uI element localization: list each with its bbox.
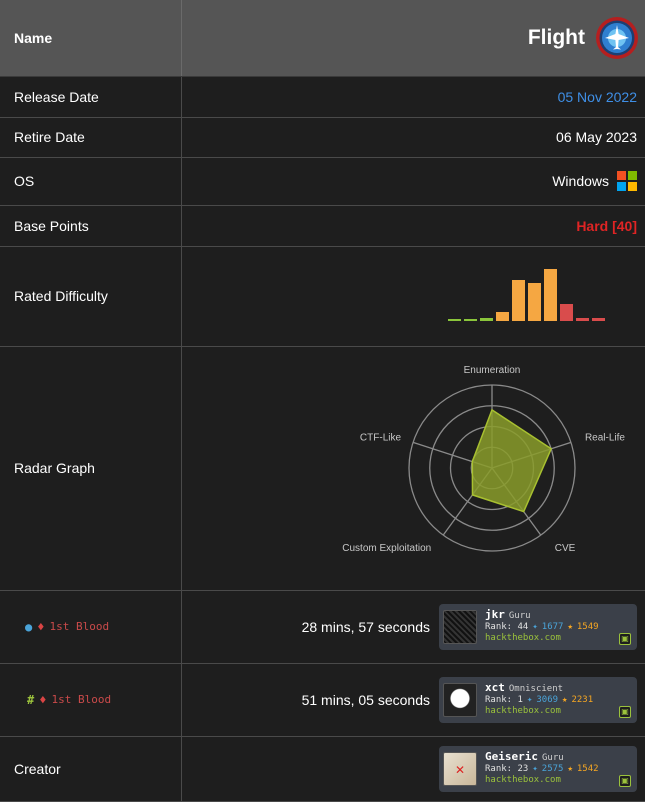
creator-row: Creator ✕ Geiseric Guru Rank: 23 ✦ 2575 ★ 154…: [0, 736, 645, 802]
root-hash-icon: #: [27, 692, 35, 707]
profile-respect: 2231: [571, 695, 594, 705]
user-icon: ●: [25, 619, 33, 634]
radar-graph-row: Radar Graph Enumeration Real-Life CVE Custo…: [0, 346, 645, 591]
base-points-value: Hard [40]: [576, 217, 637, 234]
root-blood-time: 51 mins, 05 seconds: [301, 691, 430, 708]
profile-host: hackthebox.com: [485, 775, 561, 785]
machine-name: Flight: [527, 25, 585, 49]
user-blood-profile-card[interactable]: jkr Guru Rank: 44 ✦ 1677 ★ 1549 hackthebox.co…: [439, 603, 637, 650]
rated-difficulty-label: Rated Difficulty: [0, 246, 182, 347]
profile-title: Guru: [508, 611, 531, 621]
star-icon: ★: [562, 695, 568, 705]
os-row: OS Windows: [0, 157, 645, 206]
user-blood-time: 28 mins, 57 seconds: [301, 618, 430, 635]
difficulty-bar: [496, 311, 509, 321]
profile-points: 2575: [541, 764, 564, 774]
release-date-row: Release Date 05 Nov 2022: [0, 76, 645, 118]
avatar: ✕: [443, 751, 477, 786]
radar-series-area: [471, 408, 552, 513]
header-row: Name Flight: [0, 0, 645, 77]
user-blood-label: 1st Blood: [49, 620, 110, 633]
star-icon: ★: [567, 764, 573, 774]
retire-date-label: Retire Date: [0, 117, 182, 158]
profile-host: hackthebox.com: [485, 706, 561, 716]
difficulty-bar: [464, 318, 477, 321]
base-points-row: Base Points Hard [40]: [0, 205, 645, 247]
difficulty-bar: [576, 317, 589, 321]
difficulty-bar: [480, 317, 493, 321]
htb-cube-icon: ▣: [619, 632, 631, 645]
radar-axis-label: Enumeration: [463, 365, 520, 376]
airplane-logo-icon: [596, 16, 638, 59]
radar-axis-label: Custom Exploitation: [342, 543, 431, 554]
avatar: [443, 682, 477, 717]
creator-profile-card[interactable]: ✕ Geiseric Guru Rank: 23 ✦ 2575 ★ 1542 hackth…: [439, 745, 637, 792]
profile-rank: Rank: 1: [485, 695, 523, 705]
points-icon: ✦: [532, 622, 538, 632]
profile-title: Omniscient: [508, 684, 564, 694]
creator-label: Creator: [0, 736, 182, 802]
difficulty-bar: [560, 303, 573, 321]
windows-icon: [617, 171, 637, 191]
os-value: Windows: [552, 173, 609, 189]
difficulty-bar: [592, 317, 605, 321]
release-date-label: Release Date: [0, 76, 182, 118]
retire-date-row: Retire Date 06 May 2023: [0, 117, 645, 158]
difficulty-bar: [528, 282, 541, 321]
difficulty-bar: [544, 268, 557, 321]
os-label: OS: [0, 157, 182, 206]
htb-cube-icon: ▣: [619, 774, 631, 787]
retire-date-value: 06 May 2023: [556, 129, 637, 145]
points-icon: ✦: [532, 764, 538, 774]
user-blood-row: ● ♦ 1st Blood 28 mins, 57 seconds jkr Gur…: [0, 590, 645, 664]
profile-points: 3069: [536, 695, 559, 705]
profile-points: 1677: [541, 622, 564, 632]
blood-drop-icon: ♦: [37, 619, 45, 634]
profile-respect: 1549: [576, 622, 599, 632]
root-blood-label-cell: # ♦ 1st Blood: [0, 663, 182, 737]
profile-respect: 1542: [576, 764, 599, 774]
radar-axis-label: CVE: [554, 543, 575, 554]
root-blood-row: # ♦ 1st Blood 51 mins, 05 seconds xct Omn…: [0, 663, 645, 737]
profile-name: xct: [485, 681, 505, 694]
header-title-cell: Flight: [181, 0, 645, 77]
radar-chart: Enumeration Real-Life CVE Custom Exploitati…: [342, 365, 625, 554]
difficulty-bar: [448, 318, 461, 321]
profile-rank: Rank: 44: [485, 622, 529, 632]
star-icon: ★: [567, 622, 573, 632]
base-points-label: Base Points: [0, 205, 182, 247]
rated-difficulty-row: Rated Difficulty: [0, 246, 645, 347]
difficulty-bar: [512, 279, 525, 321]
blood-drop-icon: ♦: [39, 692, 47, 707]
radar-axis-label: Real-Life: [584, 432, 624, 443]
root-blood-label: 1st Blood: [51, 693, 112, 706]
avatar: [443, 609, 477, 644]
difficulty-bar-chart: [448, 261, 605, 321]
radar-axis-label: CTF-Like: [359, 432, 401, 443]
root-blood-profile-card[interactable]: xct Omniscient Rank: 1 ✦ 3069 ★ 2231 hacktheb…: [439, 676, 637, 723]
radar-graph-label: Radar Graph: [0, 346, 182, 591]
profile-host: hackthebox.com: [485, 633, 561, 643]
htb-cube-icon: ▣: [619, 705, 631, 718]
header-label: Name: [0, 0, 182, 77]
profile-title: Guru: [541, 753, 564, 763]
profile-name: Geiseric: [485, 750, 538, 763]
points-icon: ✦: [526, 695, 533, 705]
profile-rank: Rank: 23: [485, 764, 529, 774]
release-date-value: 05 Nov 2022: [557, 88, 637, 105]
profile-name: jkr: [485, 608, 505, 621]
user-blood-label-cell: ● ♦ 1st Blood: [0, 590, 182, 664]
